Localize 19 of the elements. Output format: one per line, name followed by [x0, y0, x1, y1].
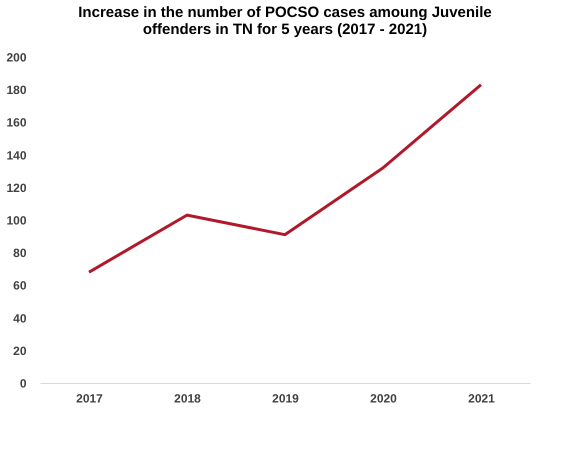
x-tick-label: 2019: [272, 392, 300, 406]
y-tick-label: 0: [20, 376, 27, 390]
x-tick-label: 2021: [468, 392, 496, 406]
x-tick-label: 2020: [370, 392, 398, 406]
y-tick-label: 200: [6, 50, 27, 64]
text: offenders in TN for 5 years (2017 - 2021): [142, 21, 428, 38]
y-tick-label: 60: [13, 278, 27, 293]
x-tick-label: 2018: [174, 392, 202, 406]
x-tick-label: 2017: [76, 392, 104, 406]
y-tick-label: 80: [13, 246, 27, 260]
y-tick-label: 180: [6, 83, 27, 98]
y-tick-label: 20: [13, 344, 27, 358]
line-series: [88, 83, 482, 274]
y-tick-label: 140: [6, 148, 27, 162]
y-tick-label: 120: [6, 180, 27, 195]
y-tick-label: 160: [6, 116, 27, 130]
text: Increase in the number of POCSO cases amoung Juvenile: [78, 4, 492, 21]
y-tick-label: 100: [6, 214, 27, 228]
y-tick-label: 40: [13, 311, 27, 326]
